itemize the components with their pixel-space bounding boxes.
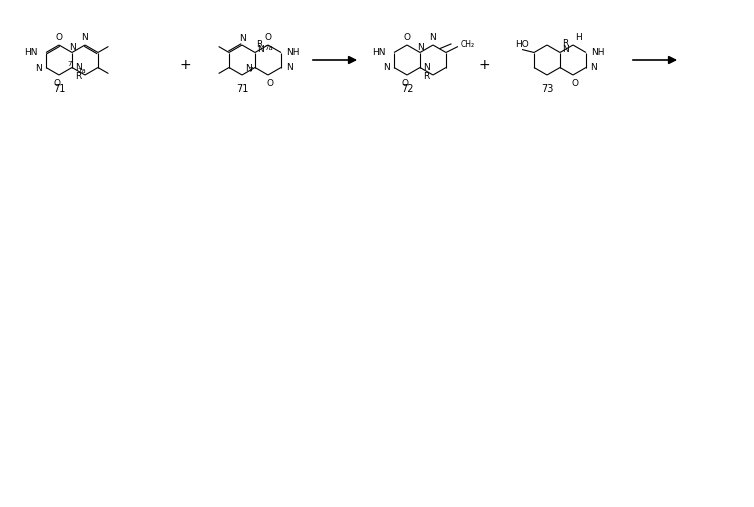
Text: 7: 7 [68,60,72,66]
Text: O: O [56,32,63,42]
Text: N: N [383,63,390,72]
Text: CH₂: CH₂ [461,40,475,49]
Text: N: N [75,63,81,72]
Text: R: R [75,72,81,81]
Text: N: N [590,63,596,72]
Text: N: N [69,43,75,52]
Text: 7a: 7a [78,67,87,74]
Text: +: + [179,58,191,72]
Text: O: O [54,79,60,88]
Text: 71: 71 [53,84,65,94]
Text: 73: 73 [541,84,553,94]
Text: O: O [572,79,578,88]
Text: 7a: 7a [264,45,273,51]
Text: N: N [562,45,569,54]
Text: O: O [402,79,409,88]
Text: 7: 7 [249,66,253,73]
Text: O: O [403,32,410,42]
Text: HN: HN [25,48,38,57]
Text: NH: NH [591,48,605,57]
Text: N: N [257,45,264,54]
Text: N: N [238,33,245,43]
Text: N: N [35,64,42,73]
Text: HN: HN [372,48,386,57]
Text: HO: HO [515,40,529,49]
Text: N: N [430,32,437,42]
Text: N: N [245,64,252,73]
Text: R: R [423,72,429,81]
Text: N: N [423,63,430,72]
Text: R: R [256,40,262,49]
Text: O: O [265,32,271,42]
Text: 72: 72 [401,84,413,94]
Text: +: + [478,58,490,72]
Text: O: O [266,79,274,88]
Text: N: N [286,63,293,72]
Text: R: R [562,39,569,48]
Text: NH: NH [286,48,299,57]
Text: N: N [417,43,424,52]
Text: H: H [575,32,582,42]
Text: 71: 71 [236,84,248,94]
Text: N: N [81,32,88,42]
